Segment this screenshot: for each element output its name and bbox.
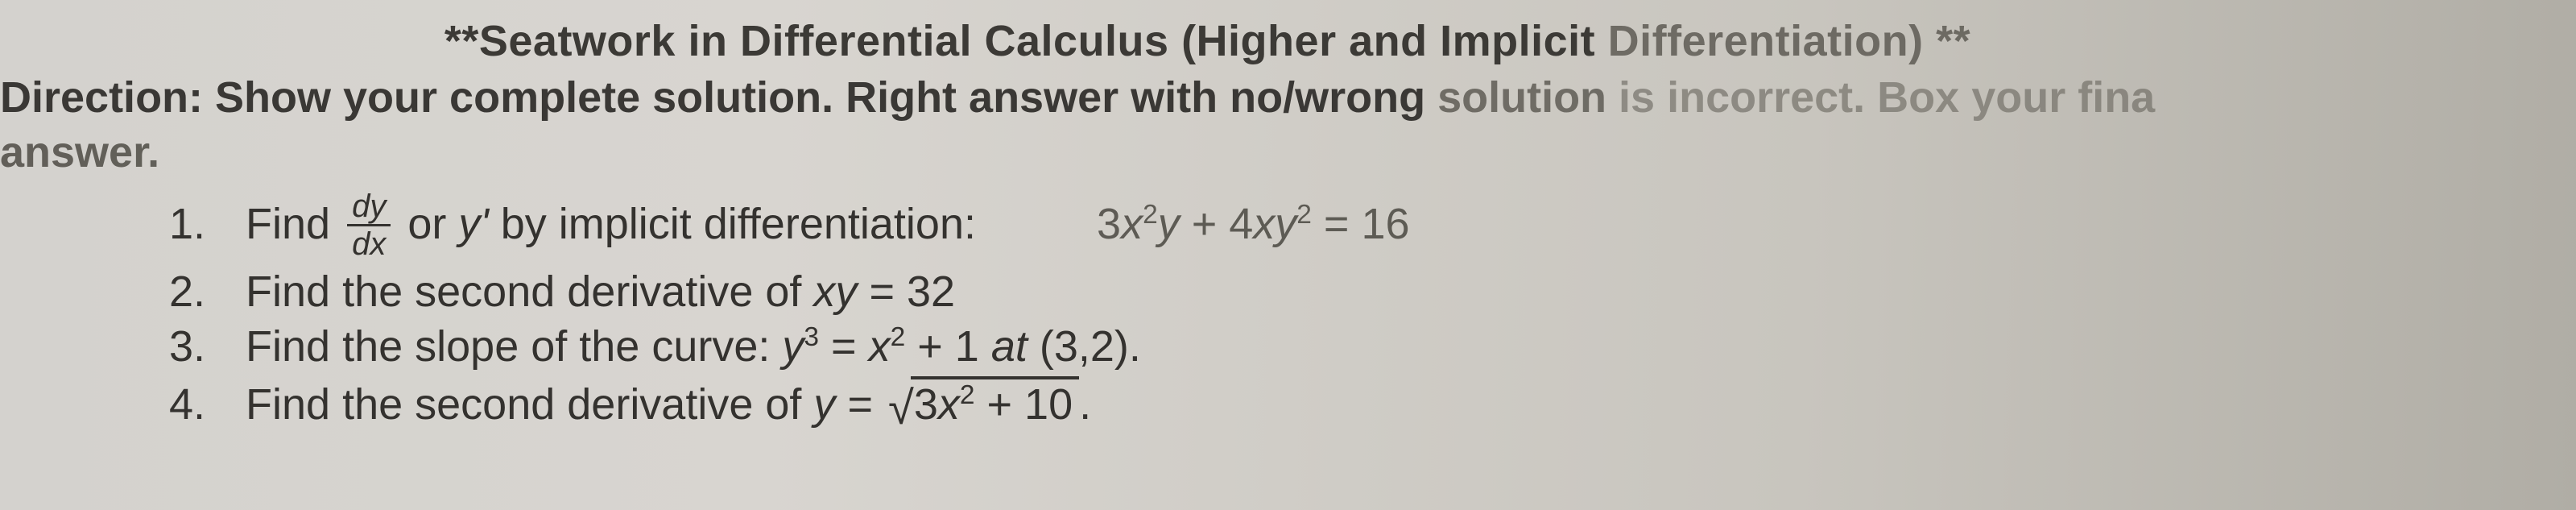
eq-3: 3 (1097, 200, 1121, 248)
eq-xy-sup: 2 (1296, 200, 1312, 230)
eq-x: x (1121, 200, 1143, 248)
p4-y: y (813, 380, 835, 429)
p3-at: at (991, 322, 1040, 371)
rad-3: 3 (914, 380, 938, 429)
p3-y: y (782, 322, 804, 371)
problem-number: 4. (169, 379, 234, 429)
answer-label: answer. (0, 127, 2576, 177)
problem-4: 4. Find the second derivative of y = √3x… (169, 376, 2576, 435)
title-stars-right: ** (1936, 17, 1970, 65)
rad-sup: 2 (960, 380, 975, 410)
p3-point: (3,2). (1040, 322, 1141, 371)
direction-fade2: is incorrect. Box your fina (1619, 73, 2155, 122)
p2-text: Find the second derivative of (246, 267, 813, 316)
p3-text: Find the slope of the curve: (246, 322, 782, 371)
eq-xy: xy (1253, 200, 1296, 248)
direction-body: Show your complete solution. Right answe… (203, 73, 1437, 122)
p3-x: x (869, 322, 891, 371)
rad-x: x (938, 380, 960, 429)
p2-eq: = (869, 267, 907, 316)
p1-lead: Find (246, 200, 342, 248)
p1-mid: or (407, 200, 458, 248)
radicand: 3x2 + 10 (911, 376, 1079, 429)
p3-plus1: + 1 (917, 322, 991, 371)
p2-xy: xy (813, 267, 857, 316)
problem-3: 3. Find the slope of the curve: y3 = x2 … (169, 321, 2576, 371)
problem-2: 2. Find the second derivative of xy = 32 (169, 267, 2576, 317)
direction-label: Direction: (0, 73, 203, 122)
frac-top: dy (347, 190, 391, 226)
frac-bot: dx (347, 226, 391, 260)
p3-eq: = (831, 322, 869, 371)
p3-ysup: 3 (804, 322, 819, 352)
eq-equals: = 16 (1312, 200, 1410, 248)
p3-xsup: 2 (891, 322, 906, 352)
problem-1: 1. Find dy dx or y' by implicit differen… (169, 192, 2576, 262)
eq-y: y (1158, 200, 1180, 248)
direction-line: Direction: Show your complete solution. … (0, 73, 2576, 122)
p4-eq: = (847, 380, 885, 429)
problem-list: 1. Find dy dx or y' by implicit differen… (0, 192, 2576, 435)
p2-val: 32 (907, 267, 955, 316)
p4-period: . (1079, 380, 1091, 429)
eq-plus4: + 4 (1180, 200, 1254, 248)
title-faded: Differentiation) (1608, 17, 1937, 65)
worksheet-title: **Seatwork in Differential Calculus (Hig… (0, 16, 2576, 66)
p1-rest: by implicit differentiation: (501, 200, 976, 248)
fraction-dy-dx: dy dx (347, 190, 391, 260)
eq-sup2: 2 (1143, 200, 1158, 230)
title-main: Seatwork in Differential Calculus (Highe… (479, 17, 1608, 65)
rad-plus10: + 10 (975, 380, 1073, 429)
problem-number: 3. (169, 321, 234, 371)
p1-yprime: y' (458, 200, 488, 248)
title-stars-left: ** (444, 17, 479, 65)
problem-number: 1. (169, 199, 234, 249)
p1-equation: 3x2y + 4xy2 = 16 (1097, 200, 1409, 248)
square-root: √3x2 + 10 (888, 376, 1079, 435)
problem-number: 2. (169, 267, 234, 317)
worksheet-page: **Seatwork in Differential Calculus (Hig… (0, 0, 2576, 435)
p4-text: Find the second derivative of (246, 380, 813, 429)
direction-fade1: solution (1437, 73, 1619, 122)
